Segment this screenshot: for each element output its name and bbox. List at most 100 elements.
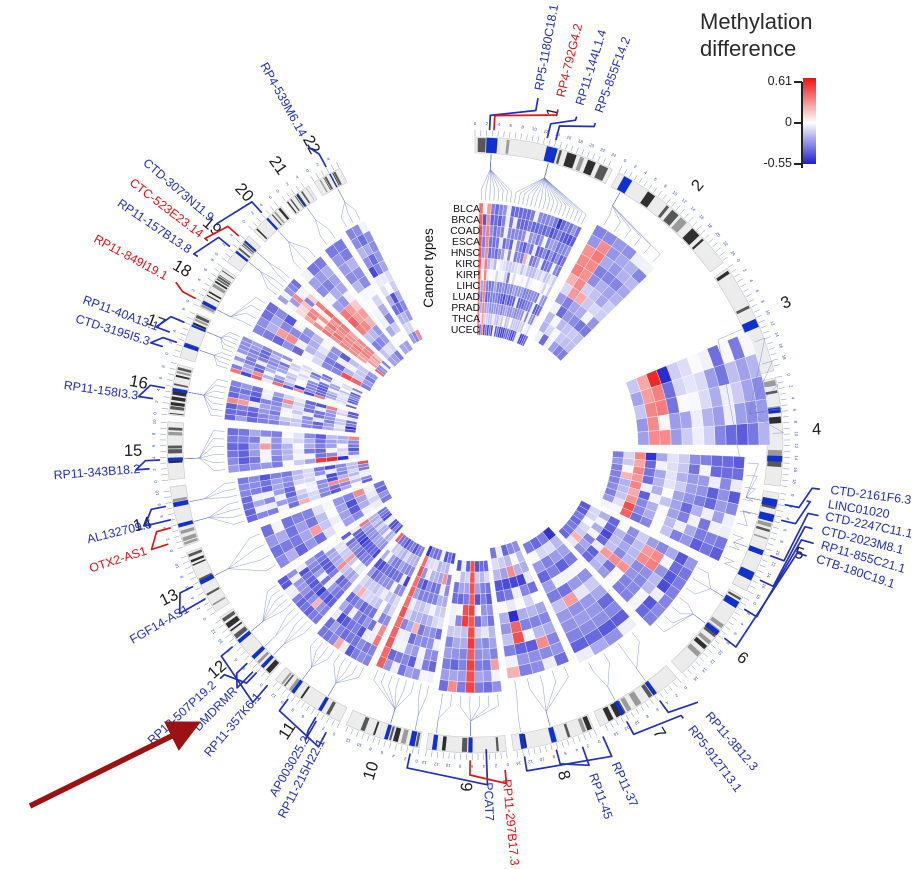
heatmap-cell	[281, 443, 294, 450]
heatmap-cell	[446, 624, 455, 637]
ideogram-gene-mark	[644, 680, 657, 696]
heatmap-cell	[474, 593, 481, 606]
ideogram-band	[693, 636, 708, 650]
cancer-type-label: BRCA	[451, 215, 480, 226]
legend-tick-mark	[794, 122, 802, 124]
mb-tick	[201, 287, 208, 292]
heatmap-cell	[681, 427, 694, 446]
mb-tick-label: 10	[445, 763, 451, 768]
mb-tick-label: 4	[739, 622, 745, 627]
mb-tick-label: 8	[179, 574, 185, 579]
ideogram-gene-mark	[266, 217, 278, 231]
heatmap-cell	[394, 532, 405, 544]
mb-tick	[345, 726, 349, 733]
heatmap-cell	[474, 637, 483, 650]
heatmap-cell	[474, 659, 484, 672]
heatmap-cell	[270, 443, 283, 450]
mb-tick	[688, 217, 694, 223]
heatmap-cell	[710, 455, 723, 468]
gene-label: PCAT7	[481, 782, 496, 821]
mb-tick-label: 2	[168, 340, 174, 344]
mb-tick	[168, 373, 175, 376]
mb-tick	[217, 263, 223, 268]
mb-tick	[400, 745, 403, 752]
heatmap-cell	[292, 432, 305, 439]
cpg-link-line	[264, 608, 296, 647]
mb-tick-label: 18	[792, 479, 798, 485]
heatmap-cell	[491, 680, 502, 693]
mb-tick	[725, 626, 731, 631]
cancer-types-title: Cancer types	[421, 228, 436, 308]
heatmap-cell	[474, 615, 482, 628]
heatmap-cell	[490, 658, 500, 671]
mb-tick-label: 14	[701, 667, 708, 674]
mb-tick	[778, 504, 785, 506]
mb-tick	[295, 185, 300, 191]
ideogram-band	[170, 405, 185, 411]
heatmap-cell	[402, 339, 414, 353]
chromosome-8: 0 2 4 6 8 10 12 14 8	[511, 714, 601, 782]
ideogram-band	[301, 191, 311, 204]
ideogram-band	[208, 291, 222, 300]
heatmap-cell	[314, 443, 327, 449]
mb-tick-label: 8	[151, 432, 156, 435]
heatmap-cell	[347, 443, 360, 448]
mb-tick	[174, 349, 181, 352]
heatmap-cell	[260, 455, 272, 463]
mb-tick	[325, 167, 330, 173]
heatmap-wedge-chr18	[217, 297, 379, 392]
heatmap-cell	[668, 412, 682, 430]
cpg-link-line	[327, 653, 340, 697]
mb-tick	[610, 722, 614, 729]
mb-tick	[187, 571, 194, 575]
mb-tick	[442, 752, 444, 759]
chromosome-number: 10	[360, 759, 383, 782]
mb-tick	[718, 635, 724, 640]
mb-tick	[699, 657, 705, 662]
mb-tick	[522, 750, 524, 757]
cpg-link-line	[618, 643, 646, 681]
mb-tick-label: 2	[674, 693, 679, 699]
cpg-link-line	[539, 674, 551, 727]
heatmap-cell	[721, 455, 734, 468]
mb-tick	[550, 744, 553, 751]
ideogram-band	[767, 460, 782, 468]
heatmap-cell	[337, 451, 349, 457]
ideogram-band	[583, 159, 596, 176]
mb-tick-label: 2	[494, 763, 497, 768]
heatmap-cell	[729, 479, 743, 493]
mb-tick-label: 8	[181, 306, 187, 311]
heatmap-cell	[645, 452, 657, 462]
ideogram-band	[173, 383, 188, 388]
cpg-link-line	[414, 683, 422, 730]
ideogram-gene-mark	[177, 520, 194, 528]
ideogram-band	[287, 201, 297, 214]
cpg-link-line	[248, 261, 284, 287]
legend-tick-mid: 0	[785, 115, 792, 129]
heatmap-cell	[501, 633, 515, 647]
mb-tick-label: 2	[221, 241, 227, 246]
heatmap-cell	[718, 477, 732, 491]
mb-tick-label: 6	[380, 750, 384, 756]
mb-tick	[269, 205, 274, 211]
ideogram-band	[294, 195, 304, 208]
mb-tick	[747, 590, 753, 594]
mb-tick	[222, 629, 228, 634]
mb-tick	[728, 621, 734, 626]
mb-tick	[548, 139, 551, 146]
heatmap-cell	[292, 437, 305, 444]
ideogram-band	[324, 176, 333, 190]
mb-tick	[737, 278, 743, 283]
cpg-link-line	[206, 331, 235, 349]
mb-tick-label: 2	[742, 268, 748, 273]
mb-tick	[232, 243, 238, 248]
mb-tick-label: 6	[470, 764, 473, 769]
ideogram-band	[216, 278, 229, 287]
mb-tick	[696, 225, 702, 231]
mb-tick-label: 8	[521, 124, 525, 129]
heatmap-cell	[757, 421, 771, 446]
methylation-heatmap	[184, 154, 785, 737]
heatmap-cell	[677, 462, 690, 474]
